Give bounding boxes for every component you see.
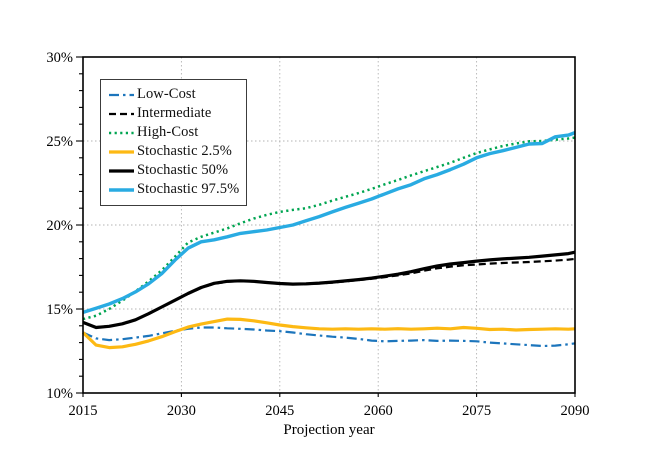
- legend-swatch-low-cost: [109, 93, 134, 96]
- legend-item-high-cost: High-Cost: [109, 123, 240, 142]
- x-tick-label: 2075: [462, 403, 491, 419]
- legend-item-stochastic-50: Stochastic 50%: [109, 161, 240, 180]
- legend-label: Stochastic 2.5%: [137, 143, 232, 159]
- legend-swatch-intermediate: [109, 112, 134, 115]
- legend-label: Stochastic 50%: [137, 162, 229, 178]
- y-tick-label: 20%: [46, 218, 73, 234]
- x-tick-label: 2090: [561, 403, 590, 419]
- x-tick-label: 2045: [265, 403, 294, 419]
- y-tick-label: 30%: [46, 50, 73, 66]
- series-intermediate-line: [82, 257, 576, 329]
- legend-label: Stochastic 97.5%: [137, 181, 240, 197]
- x-axis-title: Projection year: [283, 422, 375, 438]
- legend-item-intermediate: Intermediate: [109, 104, 240, 123]
- legend-label: Low-Cost: [137, 86, 196, 102]
- x-tick-label: 2030: [167, 403, 196, 419]
- legend-item-stochastic-97-5: Stochastic 97.5%: [109, 180, 240, 199]
- legend-label: Intermediate: [137, 105, 212, 121]
- legend-swatch-high-cost: [109, 131, 134, 134]
- plot-frame: [82, 56, 576, 394]
- legend-item-stochastic-2-5: Stochastic 2.5%: [109, 142, 240, 161]
- legend-swatch-stochastic-50: [109, 168, 134, 173]
- x-tick-label: 2060: [364, 403, 393, 419]
- legend-label: High-Cost: [137, 124, 199, 140]
- y-tick-label: 15%: [46, 302, 73, 318]
- x-tick-label: 2015: [69, 403, 98, 419]
- legend-item-low-cost: Low-Cost: [109, 85, 240, 104]
- y-tick-label: 10%: [46, 386, 73, 402]
- legend-swatch-stochastic-97-5: [109, 187, 134, 192]
- series-stochastic-2-5-line: [81, 317, 576, 350]
- series-stochastic-97-5-line: [82, 131, 576, 315]
- series-stochastic-50-line: [82, 250, 576, 330]
- legend-swatch-stochastic-2-5: [109, 149, 134, 154]
- y-tick-label: 25%: [46, 134, 73, 150]
- chart-legend: Low-Cost Intermediate High-Cost Stochastic …: [100, 79, 247, 206]
- series-low-cost-line: [82, 326, 576, 348]
